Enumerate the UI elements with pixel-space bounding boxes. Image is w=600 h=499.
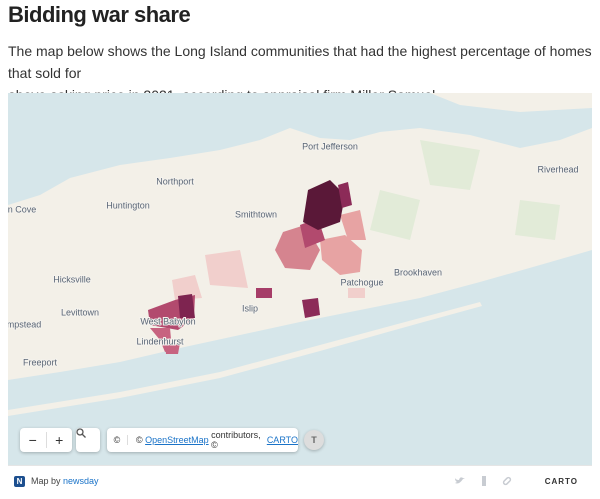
place-label: Hicksville [53,274,91,284]
carto-logo: CARTO [544,476,578,486]
attribution: © © OpenStreetMap contributors, © CARTO [107,428,298,452]
place-label: mpstead [8,319,41,329]
description-line: The map below shows the Long Island comm… [8,43,592,81]
map[interactable]: Port Jefferson Riverhead Northport Hunti… [8,93,592,465]
place-label: Huntington [106,200,150,210]
place-label: Islip [242,303,258,313]
place-label: West Babylon [140,316,195,326]
barrier-island [8,302,482,416]
search-icon [76,428,86,438]
region [303,180,345,230]
park [370,140,560,240]
source-icon: N [14,475,25,487]
search-button[interactable] [76,428,100,452]
place-label: Patchogue [340,277,383,287]
zoom-out[interactable]: − [20,432,47,448]
region [172,275,202,300]
region [256,288,272,298]
place-label: Levittown [61,307,99,317]
map-canvas: Port Jefferson Riverhead Northport Hunti… [8,93,592,416]
carto-link[interactable]: CARTO [266,435,298,445]
place-label: Riverhead [537,164,578,174]
map-by: Map by [31,476,61,486]
place-label: Brookhaven [394,267,442,277]
zoom-in[interactable]: + [55,432,64,448]
region [340,210,366,240]
region [165,342,180,354]
osm-link[interactable]: OpenStreetMap [145,435,209,445]
attribution-toggle[interactable]: © [107,435,128,445]
footer: N Map by newsday CARTO [8,465,592,496]
zoom-control: − + [20,428,72,452]
source-link[interactable]: newsday [63,476,99,486]
share-icons[interactable] [453,475,523,487]
place-label: Smithtown [235,209,277,219]
place-label: Northport [156,176,194,186]
region [338,182,352,208]
place-label: Port Jefferson [302,141,358,151]
place-label: Lindenhurst [136,336,184,346]
region [348,288,365,298]
region [320,235,362,275]
toggle-button[interactable]: T [304,430,324,450]
title: Bidding war share [8,2,191,27]
place-label: n Cove [8,204,36,214]
region [205,250,248,288]
attribution-text: © [135,435,143,445]
region [302,298,320,318]
region [178,294,195,318]
attribution-text: contributors, © [211,430,261,450]
land [430,93,592,112]
place-label: Freeport [23,357,58,367]
